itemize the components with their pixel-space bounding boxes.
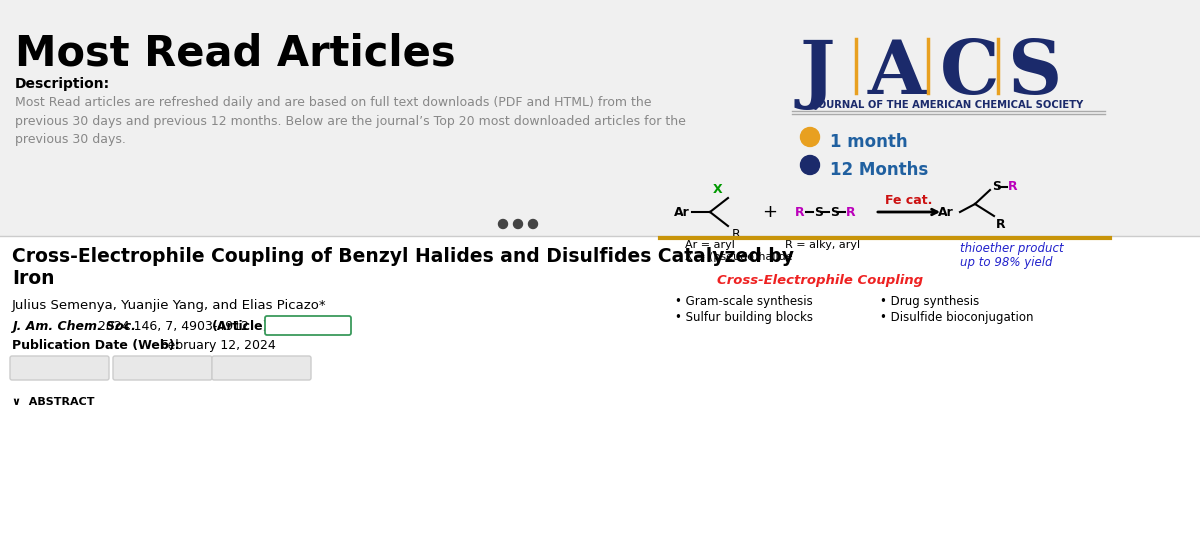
Text: Fe cat.: Fe cat. [886, 194, 932, 206]
Text: R: R [846, 205, 856, 219]
Text: Ar = aryl: Ar = aryl [685, 240, 734, 250]
Text: J: J [800, 37, 835, 110]
Circle shape [514, 220, 522, 229]
Text: • Disulfide bioconjugation: • Disulfide bioconjugation [880, 311, 1033, 324]
Text: • Gram-scale synthesis: • Gram-scale synthesis [674, 295, 812, 308]
Text: S: S [1008, 37, 1062, 110]
Text: Ar: Ar [674, 205, 690, 219]
Text: JOURNAL OF THE AMERICAN CHEMICAL SOCIETY: JOURNAL OF THE AMERICAN CHEMICAL SOCIETY [814, 100, 1084, 110]
Text: Iron: Iron [12, 269, 54, 288]
Text: S: S [992, 181, 1001, 194]
Text: →: → [805, 130, 815, 144]
Text: Julius Semenya, Yuanjie Yang, and Elias Picazo*: Julius Semenya, Yuanjie Yang, and Elias … [12, 299, 326, 312]
Text: up to 98% yield: up to 98% yield [960, 256, 1052, 269]
FancyBboxPatch shape [265, 316, 352, 335]
Text: thioether product: thioether product [960, 242, 1063, 255]
Text: 1 month: 1 month [830, 133, 907, 151]
Text: ∨  ABSTRACT: ∨ ABSTRACT [12, 397, 95, 407]
Text: 2024 146, 7, 4903-4912: 2024 146, 7, 4903-4912 [94, 320, 253, 333]
Text: Cross-Electrophile Coupling: Cross-Electrophile Coupling [716, 274, 923, 287]
Text: R: R [796, 205, 805, 219]
Text: R = alky, aryl: R = alky, aryl [785, 240, 860, 250]
Text: A: A [868, 37, 926, 110]
Text: +: + [762, 203, 778, 221]
Circle shape [800, 128, 820, 146]
Text: Description:: Description: [14, 77, 110, 91]
Text: Most Read articles are refreshed daily and are based on full text downloads (PDF: Most Read articles are refreshed daily a… [14, 96, 686, 146]
Text: S: S [830, 205, 839, 219]
Circle shape [800, 156, 820, 174]
Text: X: X [713, 183, 722, 196]
Text: R: R [996, 218, 1006, 231]
Text: Ar: Ar [938, 205, 954, 219]
Text: C: C [940, 37, 1000, 110]
FancyBboxPatch shape [10, 356, 109, 380]
Text: 12 Months: 12 Months [830, 161, 929, 179]
Circle shape [498, 220, 508, 229]
Text: February 12, 2024: February 12, 2024 [157, 339, 276, 352]
Text: Cross-Electrophile Coupling of Benzyl Halides and Disulfides Catalyzed by: Cross-Electrophile Coupling of Benzyl Ha… [12, 247, 794, 266]
Text: X = (pseudo)halide: X = (pseudo)halide [685, 252, 793, 262]
Text: S: S [814, 205, 823, 219]
Circle shape [528, 220, 538, 229]
Text: Abstract: Abstract [35, 362, 84, 374]
Text: Most Read Articles: Most Read Articles [14, 32, 456, 74]
Text: • Drug synthesis: • Drug synthesis [880, 295, 979, 308]
Text: Publication Date (Web):: Publication Date (Web): [12, 339, 180, 352]
Text: J. Am. Chem. Soc.: J. Am. Chem. Soc. [12, 320, 136, 333]
Text: (Article): (Article) [212, 320, 270, 333]
Text: PDF: PDF [250, 362, 272, 374]
Text: Full Text: Full Text [138, 362, 186, 374]
Text: Token Access: Token Access [274, 321, 342, 331]
FancyBboxPatch shape [113, 356, 212, 380]
FancyBboxPatch shape [0, 0, 1200, 237]
Text: • Sulfur building blocks: • Sulfur building blocks [674, 311, 814, 324]
Text: →: → [805, 158, 815, 172]
FancyBboxPatch shape [212, 356, 311, 380]
Text: R: R [732, 228, 740, 241]
Text: R: R [1008, 181, 1018, 194]
